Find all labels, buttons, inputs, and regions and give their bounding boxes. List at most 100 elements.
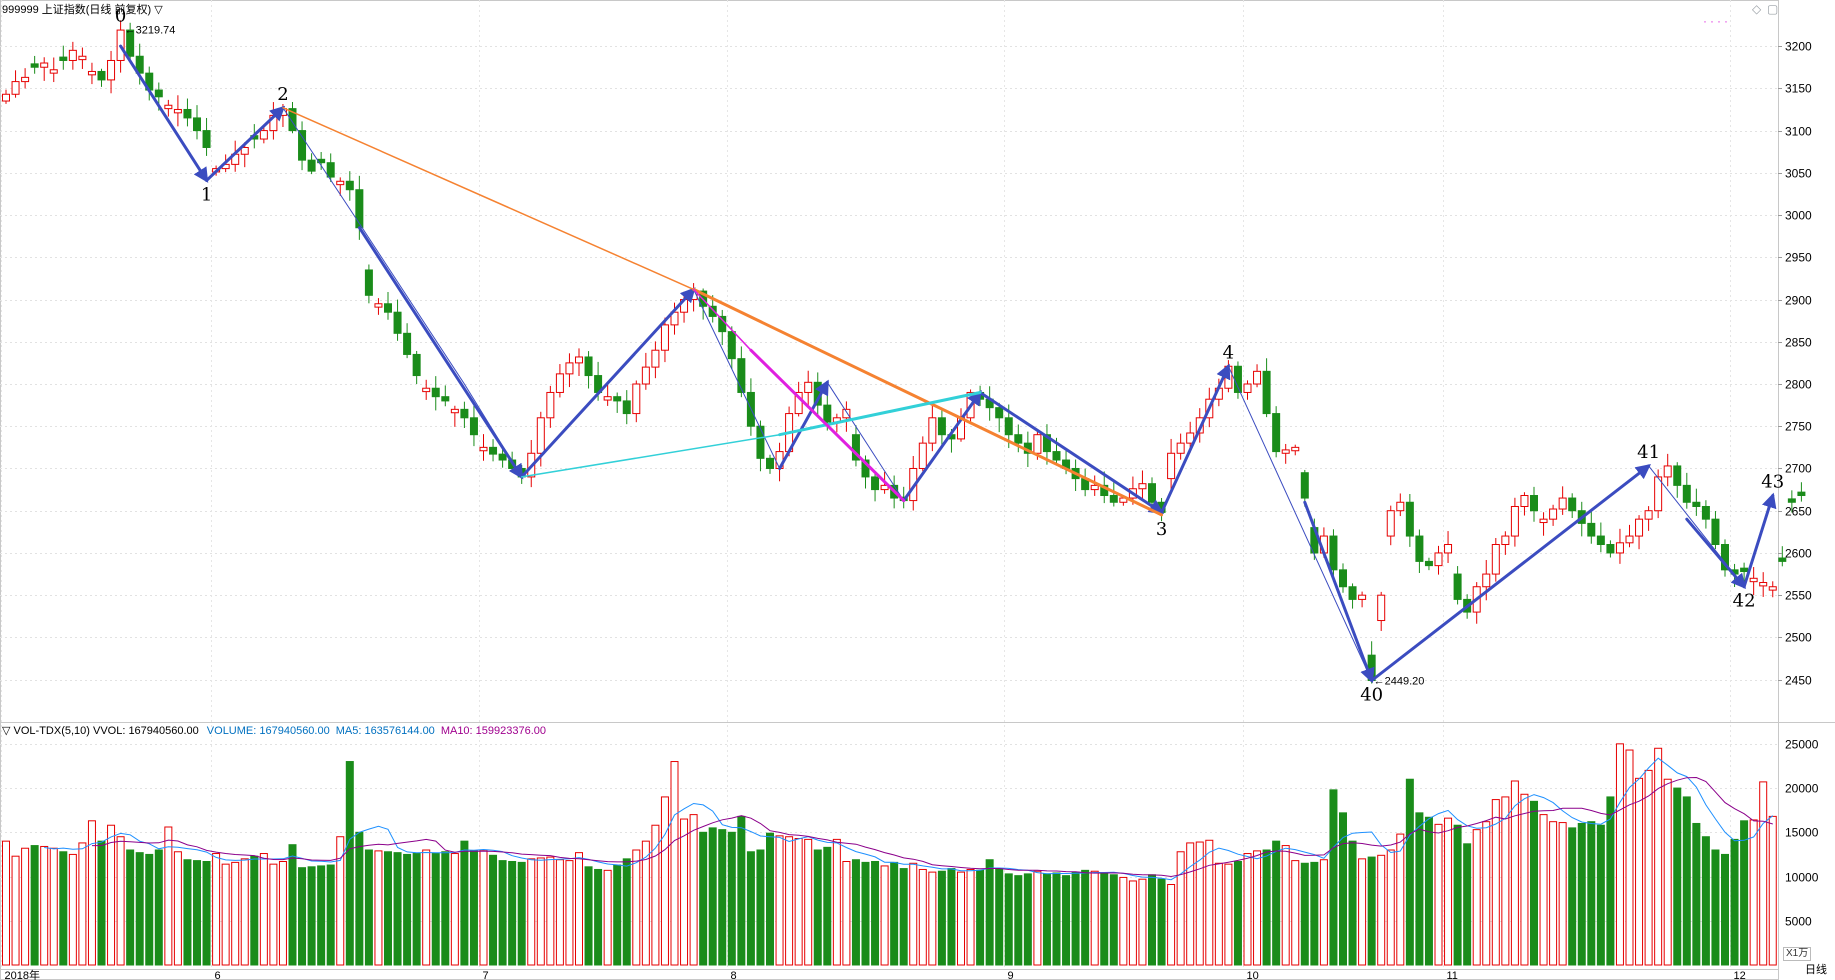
candle-body	[11, 81, 20, 95]
candle-body	[288, 108, 297, 132]
candle-body	[918, 442, 927, 469]
volume-bar	[1510, 780, 1519, 966]
candle-body	[766, 457, 774, 469]
candle-body	[403, 332, 412, 355]
price-tick-label: 2700	[1785, 462, 1812, 476]
candle-body	[1615, 542, 1624, 554]
candle-body	[1042, 434, 1051, 453]
drawing-tool-dots[interactable]: ····	[1703, 14, 1731, 28]
volume-bar	[278, 861, 287, 966]
ma5-line	[44, 757, 1774, 881]
candle-body	[871, 476, 880, 491]
candle-body	[1262, 370, 1271, 415]
volume-bar	[508, 861, 517, 966]
restore-icon[interactable]: ◇	[1752, 2, 1762, 16]
volume-bar	[1339, 812, 1347, 966]
candle-body	[1549, 508, 1558, 520]
volume-bar	[1730, 838, 1739, 966]
candle-body	[259, 130, 268, 140]
volume-bar	[384, 851, 392, 966]
candle-body	[326, 162, 335, 178]
candle-body	[1148, 483, 1156, 503]
price-tick-label: 2550	[1785, 589, 1812, 603]
candle-body	[603, 396, 612, 401]
volume-bar	[1186, 842, 1195, 966]
volume-bar	[1004, 873, 1013, 966]
volume-bar	[317, 865, 326, 966]
candle-body	[384, 303, 392, 313]
chart-title: 999999 上证指数(日线 前复权) ▽	[2, 4, 163, 16]
orange-wave-line	[282, 107, 695, 291]
volume-bar	[364, 849, 373, 966]
volume-bar	[1768, 815, 1777, 966]
candle-body	[1482, 573, 1491, 588]
month-label: 8	[731, 970, 737, 980]
volume-bar	[40, 845, 49, 966]
candle-body	[641, 366, 650, 385]
candle-body	[1405, 501, 1414, 537]
candle-body	[1281, 449, 1290, 454]
blue-wave-line	[1227, 365, 1373, 681]
volume-bar	[240, 858, 249, 966]
candle-body	[68, 49, 77, 61]
volume-bar	[1405, 778, 1414, 966]
volume-bar	[1138, 878, 1147, 966]
candle-body	[1090, 484, 1099, 491]
volume-bar	[107, 824, 116, 966]
volume-bar	[374, 850, 383, 966]
price-tick-label: 2650	[1785, 505, 1812, 519]
candle-body	[1052, 451, 1061, 461]
volume-bar	[1711, 849, 1720, 966]
candle-body	[355, 189, 364, 229]
volume-bar	[1033, 870, 1042, 966]
ma10-value: MA10: 159923376.00	[440, 725, 547, 737]
magenta-wave-line	[692, 288, 752, 351]
candle-body	[422, 387, 431, 393]
candle-body	[928, 417, 937, 444]
maximize-icon[interactable]: ▢	[1767, 2, 1779, 16]
volume-bar	[1195, 841, 1204, 966]
volume-bar	[1014, 875, 1023, 966]
period-label: 日线	[1805, 964, 1827, 976]
volume-tick-label: 15000	[1785, 826, 1819, 840]
candle-body	[823, 404, 832, 423]
volume-bar	[966, 868, 975, 966]
volume-tick-label: 10000	[1785, 871, 1819, 885]
volume-bar	[1424, 816, 1433, 966]
candle-body	[584, 356, 593, 377]
candle-body	[1167, 452, 1176, 480]
month-label: 11	[1447, 970, 1458, 980]
candle-body	[1759, 582, 1768, 587]
candle-body	[1510, 505, 1519, 537]
candle-body	[40, 62, 49, 68]
candle-body	[622, 400, 631, 415]
volume-tick-label: 25000	[1785, 738, 1819, 752]
candle-body	[97, 70, 106, 81]
volume-bar	[851, 859, 860, 966]
volume-bar	[1071, 871, 1080, 966]
volume-bar	[1300, 862, 1309, 966]
candle-body	[1520, 495, 1529, 507]
volume-bar	[1491, 799, 1500, 966]
volume-bar	[1701, 836, 1710, 966]
volume-bar	[1396, 833, 1405, 966]
volume-bar	[1062, 875, 1071, 966]
volume-bar	[842, 861, 851, 966]
candle-body	[1415, 535, 1424, 562]
candle-body	[1701, 505, 1710, 520]
volume-bar	[183, 859, 192, 966]
ma10-line	[92, 776, 1773, 878]
volume-bar	[680, 818, 689, 966]
price-axis: 2450 2500 2550 2600 2650 2700 2750 2800 2850 2900…	[5, 40, 1819, 980]
volume-bar	[1310, 861, 1319, 966]
blue-wave-line	[119, 44, 209, 183]
high-price-label: ←3219.74	[125, 24, 176, 36]
candle-body	[536, 417, 545, 454]
volume-bar	[298, 867, 307, 966]
candle-body	[1453, 573, 1462, 600]
candle-body	[1014, 434, 1023, 444]
candle-body	[1243, 383, 1252, 393]
volume-bar	[97, 840, 106, 966]
volume-bar	[250, 855, 259, 966]
